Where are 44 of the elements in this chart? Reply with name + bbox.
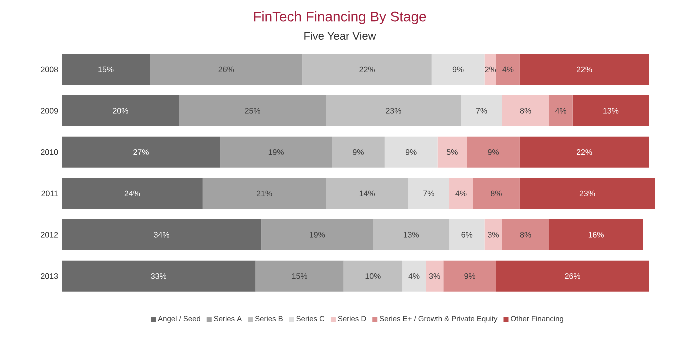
bar — [262, 220, 374, 251]
bar — [202, 178, 326, 210]
bar — [520, 136, 650, 168]
bar — [62, 260, 256, 292]
bar — [402, 260, 426, 292]
bar — [62, 178, 203, 210]
bar — [496, 260, 650, 292]
bar — [179, 96, 326, 127]
bar — [572, 96, 650, 127]
chart-subtitle: Five Year View — [304, 32, 376, 40]
bar — [472, 178, 520, 210]
bar — [450, 220, 485, 251]
bar — [461, 96, 502, 127]
bar — [384, 136, 438, 168]
bar — [549, 220, 644, 251]
bar — [426, 260, 444, 292]
bar — [502, 96, 550, 127]
bar — [326, 178, 408, 210]
bar — [62, 96, 180, 127]
bar — [496, 54, 520, 86]
bar — [408, 178, 450, 210]
bar — [150, 54, 303, 86]
bar — [484, 220, 502, 251]
bar — [520, 178, 656, 210]
bar — [467, 136, 520, 168]
bar — [432, 54, 485, 86]
bar — [549, 96, 573, 127]
bar — [326, 96, 462, 127]
bar — [450, 178, 473, 210]
bar — [444, 260, 496, 292]
bar — [62, 54, 150, 86]
bar — [502, 220, 550, 251]
bar — [373, 220, 450, 251]
chart-title: FinTech Financing By Stage — [254, 11, 426, 24]
bar — [520, 54, 650, 86]
bar — [332, 136, 385, 168]
bar — [220, 136, 332, 168]
bar — [256, 260, 344, 292]
bar — [62, 220, 262, 251]
bar — [302, 54, 432, 86]
bar — [484, 54, 496, 86]
bar — [62, 136, 221, 168]
bar — [438, 136, 468, 168]
bar — [344, 260, 403, 292]
